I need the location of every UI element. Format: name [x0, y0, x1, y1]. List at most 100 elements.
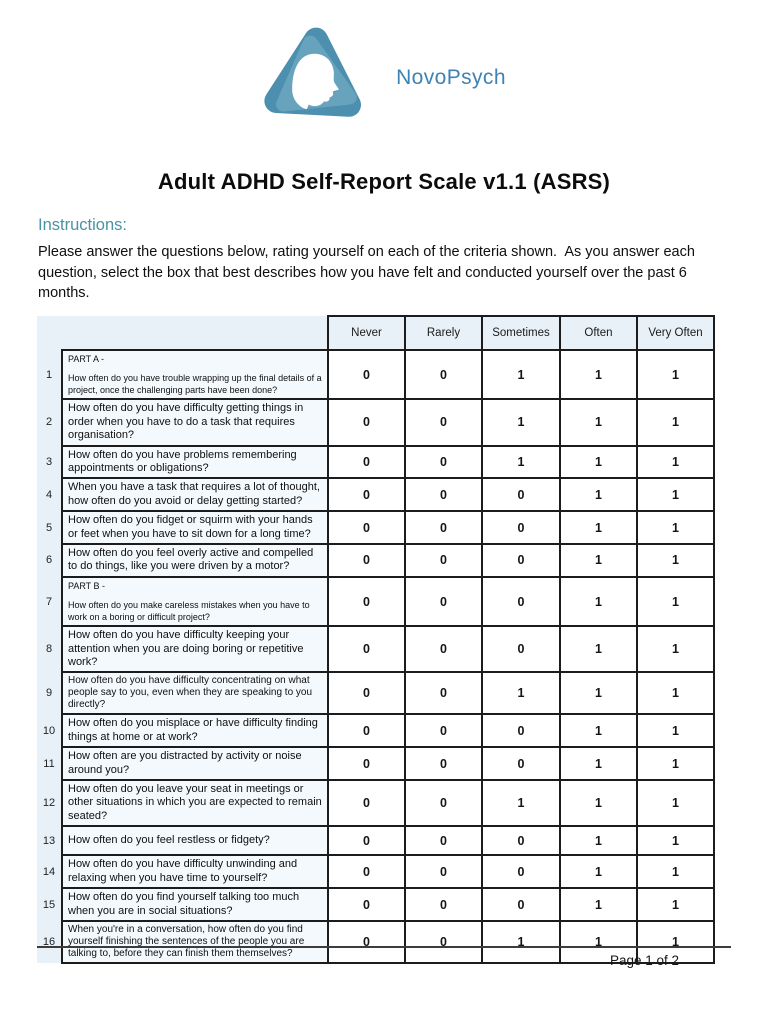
answer-cell: 0	[327, 444, 406, 480]
question-text: How often do you fidget or squirm with y…	[68, 514, 313, 540]
answer-cell: 0	[481, 575, 561, 628]
question-text: When you have a task that requires a lot…	[68, 481, 320, 507]
footer-divider	[37, 946, 731, 948]
answer-cell: 0	[404, 746, 483, 782]
answer-cell: 0	[327, 625, 406, 674]
row-number: 4	[37, 478, 62, 512]
answer-cell: 0	[327, 575, 406, 628]
row-number: 12	[37, 780, 62, 827]
answer-cell: 1	[636, 854, 715, 890]
answer-cell: 1	[559, 779, 638, 828]
answer-cell: 0	[327, 746, 406, 782]
answer-cell: 1	[636, 887, 715, 922]
answer-cell: 1	[481, 919, 561, 964]
row-number: 10	[37, 714, 62, 748]
table-corner-cell	[37, 316, 328, 350]
question-cell: How often do you fidget or squirm with y…	[61, 510, 329, 546]
column-header: Never	[327, 315, 406, 351]
question-cell: How often do you have difficulty concent…	[61, 671, 329, 716]
answer-cell: 1	[636, 543, 715, 578]
answer-cell: 0	[481, 854, 561, 890]
row-number: 11	[37, 747, 62, 781]
answer-cell: 1	[559, 713, 638, 749]
table-row: 15 How often do you find yourself talkin…	[37, 887, 715, 922]
answer-cell: 1	[559, 575, 638, 628]
page-title: Adult ADHD Self-Report Scale v1.1 (ASRS)	[157, 169, 611, 194]
question-text: How often do you find yourself talking t…	[68, 891, 300, 917]
answer-cell: 0	[404, 825, 483, 857]
answer-cell: 1	[559, 671, 638, 716]
question-cell: How often do you have difficulty unwindi…	[61, 854, 329, 890]
table-row: 10 How often do you misplace or have dif…	[37, 713, 715, 749]
question-cell: PART A - How often do you have trouble wr…	[61, 348, 329, 401]
question-text: How often do you misplace or have diffic…	[68, 717, 318, 743]
table-row: 16 When you're in a conversation, how of…	[37, 919, 715, 964]
row-number: 7	[37, 576, 62, 627]
question-text: How often do you have difficulty concent…	[68, 675, 313, 711]
row-number: 1	[37, 350, 62, 400]
answer-cell: 0	[404, 671, 483, 716]
answer-cell: 1	[636, 348, 715, 401]
question-cell: How often do you feel restless or fidget…	[61, 825, 329, 857]
question-text: How often do you feel overly active and …	[68, 547, 314, 573]
question-text: How often do you have difficulty keeping…	[68, 629, 304, 669]
answer-cell: 0	[404, 887, 483, 922]
novopsych-logo-icon	[264, 27, 362, 117]
answer-cell: 0	[404, 543, 483, 578]
table-row: 9 How often do you have difficulty conce…	[37, 671, 715, 716]
row-number: 8	[37, 626, 62, 673]
answer-cell: 1	[559, 510, 638, 546]
answer-cell: 0	[404, 444, 483, 480]
answer-cell: 0	[404, 713, 483, 749]
logo: NovoPsych	[0, 26, 768, 130]
question-text: How often do you have difficulty getting…	[68, 402, 304, 442]
answer-cell: 1	[636, 398, 715, 447]
table-row: 3 How often do you have problems remembe…	[37, 444, 715, 480]
question-cell: How often do you have difficulty keeping…	[61, 625, 329, 674]
answer-cell: 0	[327, 671, 406, 716]
answer-cell: 1	[559, 348, 638, 401]
row-number: 2	[37, 399, 62, 446]
answer-cell: 0	[327, 854, 406, 890]
question-cell: PART B - How often do you make careless m…	[61, 575, 329, 628]
answer-cell: 0	[481, 746, 561, 782]
brand-name: NovoPsych	[396, 66, 506, 89]
column-header: Very Often	[636, 315, 715, 351]
answer-cell: 0	[404, 510, 483, 546]
answer-cell: 0	[404, 477, 483, 513]
answer-cell: 1	[636, 477, 715, 513]
answer-cell: 0	[404, 398, 483, 447]
row-number: 3	[37, 445, 62, 479]
answer-cell: 1	[636, 625, 715, 674]
table-row: 12 How often do you leave your seat in m…	[37, 779, 715, 828]
page-number: Page 1 of 2	[609, 953, 679, 968]
answer-cell: 1	[636, 825, 715, 857]
questionnaire-table: Never Rarely Sometimes Often Very Often 1 PA…	[37, 315, 715, 964]
answer-cell: 1	[481, 779, 561, 828]
answer-cell: 1	[559, 746, 638, 782]
answer-cell: 1	[559, 825, 638, 857]
question-cell: How often do you misplace or have diffic…	[61, 713, 329, 749]
part-label: PART A -	[68, 354, 105, 364]
answer-cell: 0	[481, 543, 561, 578]
answer-cell: 1	[559, 854, 638, 890]
answer-cell: 1	[636, 575, 715, 628]
answer-cell: 0	[327, 919, 406, 964]
answer-cell: 1	[636, 713, 715, 749]
answer-cell: 0	[481, 887, 561, 922]
answer-cell: 1	[559, 543, 638, 578]
table-row: 2 How often do you have difficulty getti…	[37, 398, 715, 447]
question-cell: How often are you distracted by activity…	[61, 746, 329, 782]
table-row: 8 How often do you have difficulty keepi…	[37, 625, 715, 674]
question-text: How often do you leave your seat in meet…	[68, 783, 322, 822]
answer-cell: 0	[327, 713, 406, 749]
row-number: 6	[37, 544, 62, 577]
row-number: 16	[37, 920, 62, 963]
question-text: How often are you distracted by activity…	[68, 750, 302, 776]
answer-cell: 0	[327, 887, 406, 922]
answer-cell: 0	[327, 825, 406, 857]
answer-cell: 1	[636, 444, 715, 480]
table-row: 4 When you have a task that requires a l…	[37, 477, 715, 513]
question-cell: How often do you have difficulty getting…	[61, 398, 329, 447]
